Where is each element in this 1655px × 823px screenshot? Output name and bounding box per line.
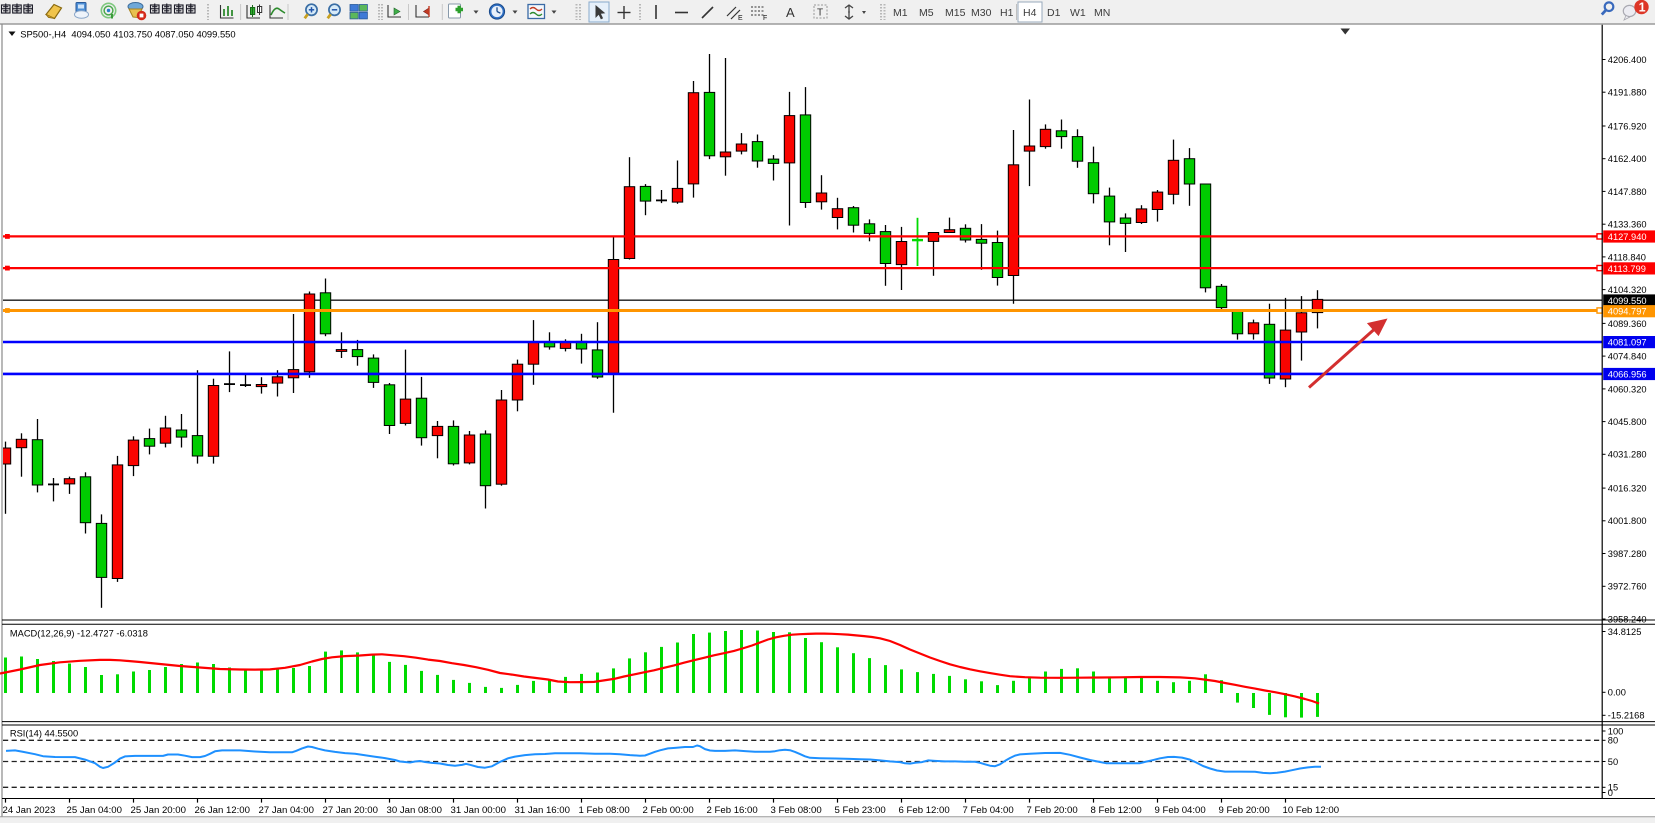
svg-text:D1: D1 <box>1047 7 1061 19</box>
svg-text:MACD(12,26,9) -12.4727 -6.0318: MACD(12,26,9) -12.4727 -6.0318 <box>10 629 148 639</box>
svg-text:4045.800: 4045.800 <box>1608 417 1647 427</box>
svg-text:1 Feb 08:00: 1 Feb 08:00 <box>579 805 630 816</box>
svg-text:27 Jan 20:00: 27 Jan 20:00 <box>323 805 378 816</box>
svg-text:4089.360: 4089.360 <box>1608 319 1647 329</box>
svg-text:7 Feb 20:00: 7 Feb 20:00 <box>1027 805 1078 816</box>
svg-text:MN: MN <box>1094 7 1110 19</box>
svg-text:1: 1 <box>1639 1 1646 15</box>
svg-text:4081.097: 4081.097 <box>1608 338 1647 348</box>
svg-text:4118.840: 4118.840 <box>1608 252 1646 262</box>
svg-text:30 Jan 08:00: 30 Jan 08:00 <box>387 805 442 816</box>
svg-text:T: T <box>817 8 823 19</box>
svg-text:26 Jan 12:00: 26 Jan 12:00 <box>195 805 250 816</box>
svg-text:25 Jan 20:00: 25 Jan 20:00 <box>131 805 186 816</box>
svg-text:31 Jan 00:00: 31 Jan 00:00 <box>451 805 506 816</box>
svg-text:F: F <box>763 15 767 22</box>
svg-text:80: 80 <box>1608 736 1618 746</box>
svg-text:4094.797: 4094.797 <box>1608 307 1647 317</box>
svg-text:4113.799: 4113.799 <box>1608 264 1646 274</box>
svg-text:W1: W1 <box>1070 7 1086 19</box>
svg-text:3 Feb 08:00: 3 Feb 08:00 <box>771 805 822 816</box>
svg-text:4162.400: 4162.400 <box>1608 154 1647 164</box>
svg-text:25 Jan 04:00: 25 Jan 04:00 <box>67 805 122 816</box>
svg-text:4001.800: 4001.800 <box>1608 516 1647 526</box>
svg-text:H1: H1 <box>1000 7 1014 19</box>
svg-text:H4: H4 <box>1023 7 1037 19</box>
svg-text:31 Jan 16:00: 31 Jan 16:00 <box>515 805 570 816</box>
svg-text:A: A <box>786 5 795 20</box>
svg-text:4016.320: 4016.320 <box>1608 484 1647 494</box>
svg-text:8 Feb 12:00: 8 Feb 12:00 <box>1091 805 1142 816</box>
svg-text:E: E <box>738 15 743 22</box>
svg-text:4147.880: 4147.880 <box>1608 187 1647 197</box>
svg-text:3958.240: 3958.240 <box>1608 614 1647 624</box>
svg-text:4074.840: 4074.840 <box>1608 352 1647 362</box>
svg-text:4191.880: 4191.880 <box>1608 88 1647 98</box>
svg-text:4060.320: 4060.320 <box>1608 384 1647 394</box>
svg-text:0.00: 0.00 <box>1608 688 1626 698</box>
svg-text:4127.940: 4127.940 <box>1608 232 1647 242</box>
svg-text:3972.760: 3972.760 <box>1608 582 1647 592</box>
svg-text:4133.360: 4133.360 <box>1608 220 1647 230</box>
svg-text:6 Feb 12:00: 6 Feb 12:00 <box>899 805 950 816</box>
svg-text:RSI(14) 44.5500: RSI(14) 44.5500 <box>10 729 78 739</box>
svg-text:4206.400: 4206.400 <box>1608 55 1647 65</box>
svg-text:5 Feb 23:00: 5 Feb 23:00 <box>835 805 886 816</box>
svg-text:9 Feb 20:00: 9 Feb 20:00 <box>1219 805 1270 816</box>
svg-text:SP500-,H4 4094.050 4103.750 4: SP500-,H4 4094.050 4103.750 4087.050 409… <box>20 28 235 39</box>
svg-text:M5: M5 <box>919 7 934 19</box>
svg-text:7 Feb 04:00: 7 Feb 04:00 <box>963 805 1014 816</box>
svg-text:M15: M15 <box>945 7 966 19</box>
svg-text:4066.956: 4066.956 <box>1608 370 1647 380</box>
svg-text:4031.280: 4031.280 <box>1608 450 1647 460</box>
svg-text:-15.2168: -15.2168 <box>1608 711 1645 721</box>
svg-text:9 Feb 04:00: 9 Feb 04:00 <box>1155 805 1206 816</box>
svg-text:27 Jan 04:00: 27 Jan 04:00 <box>259 805 314 816</box>
svg-text:2 Feb 00:00: 2 Feb 00:00 <box>643 805 694 816</box>
svg-text:15: 15 <box>1608 783 1618 793</box>
svg-text:50: 50 <box>1608 757 1618 767</box>
svg-text:M1: M1 <box>893 7 908 19</box>
svg-text:4176.920: 4176.920 <box>1608 121 1647 131</box>
svg-text:3987.280: 3987.280 <box>1608 549 1647 559</box>
svg-text:2 Feb 16:00: 2 Feb 16:00 <box>707 805 758 816</box>
svg-text:M30: M30 <box>971 7 992 19</box>
svg-text:4104.320: 4104.320 <box>1608 285 1647 295</box>
svg-text:34.8125: 34.8125 <box>1608 627 1642 637</box>
svg-text:0: 0 <box>1608 788 1613 798</box>
svg-text:24 Jan 2023: 24 Jan 2023 <box>3 805 56 816</box>
svg-text:10 Feb 12:00: 10 Feb 12:00 <box>1283 805 1340 816</box>
svg-text:100: 100 <box>1608 726 1624 736</box>
svg-text:4099.550: 4099.550 <box>1608 296 1647 306</box>
